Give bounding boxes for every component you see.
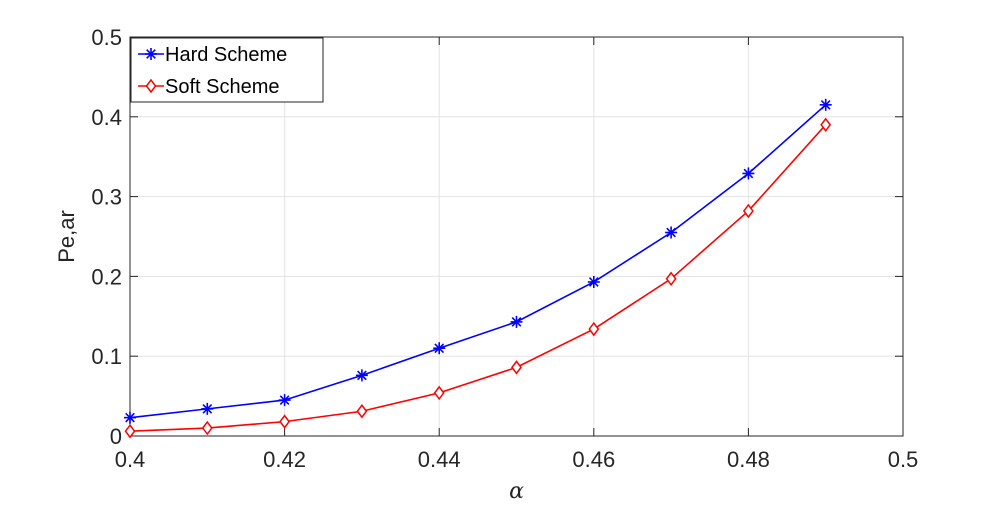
diamond-marker — [124, 423, 136, 439]
y-tick-label: 0.4 — [91, 105, 122, 130]
diamond-marker — [279, 414, 291, 429]
diamond-marker — [511, 360, 522, 375]
series-soft-scheme — [124, 117, 832, 439]
asterisk-marker — [819, 98, 832, 111]
y-tick-label: 0.1 — [91, 344, 122, 369]
legend-item: Hard Scheme — [138, 44, 287, 66]
series-line — [129, 124, 827, 433]
diamond-marker — [145, 78, 157, 94]
y-axis-label: Pe,ar — [54, 210, 79, 263]
x-tick-label: 0.4 — [115, 447, 146, 472]
legend-item: Soft Scheme — [138, 76, 280, 98]
legend: Hard Scheme Soft Scheme — [130, 37, 324, 103]
asterisk-marker — [510, 315, 523, 328]
x-tick-label: 0.5 — [888, 447, 919, 472]
y-tick-label: 0 — [110, 424, 122, 449]
legend-label: Soft Scheme — [165, 76, 280, 98]
y-tick-label: 0.5 — [91, 25, 122, 50]
y-tick-label: 0.3 — [91, 185, 122, 210]
asterisk-marker — [433, 342, 446, 355]
asterisk-marker — [587, 275, 600, 288]
x-axis-label: α — [509, 479, 524, 504]
diamond-marker — [356, 404, 368, 419]
series-line — [129, 104, 827, 419]
diamond-marker — [665, 271, 677, 287]
series-hard-scheme — [124, 98, 832, 424]
asterisk-marker — [124, 411, 136, 424]
x-tick-label: 0.44 — [418, 447, 461, 472]
asterisk-marker — [278, 394, 291, 407]
x-tick-labels: 0.4 0.42 0.44 0.46 0.48 0.5 — [115, 447, 919, 472]
legend-box — [130, 37, 324, 103]
asterisk-marker — [145, 48, 157, 60]
plot-area-frame — [129, 36, 904, 437]
y-tick-labels: 0 0.1 0.2 0.3 0.4 0.5 — [91, 25, 122, 449]
x-tick-label: 0.48 — [727, 447, 770, 472]
asterisk-marker — [742, 167, 755, 180]
diamond-marker — [820, 117, 832, 133]
legend-label: Hard Scheme — [165, 44, 287, 66]
y-tick-label: 0.2 — [91, 264, 122, 289]
tick-marks — [129, 36, 904, 437]
x-tick-label: 0.42 — [263, 447, 306, 472]
series-group — [124, 98, 832, 439]
x-tick-label: 0.46 — [572, 447, 615, 472]
diamond-marker — [201, 420, 213, 436]
asterisk-marker — [665, 226, 678, 239]
diamond-marker — [742, 203, 754, 219]
diamond-marker — [433, 385, 445, 401]
diamond-marker — [588, 321, 600, 337]
asterisk-marker — [201, 402, 214, 415]
asterisk-marker — [355, 369, 368, 382]
